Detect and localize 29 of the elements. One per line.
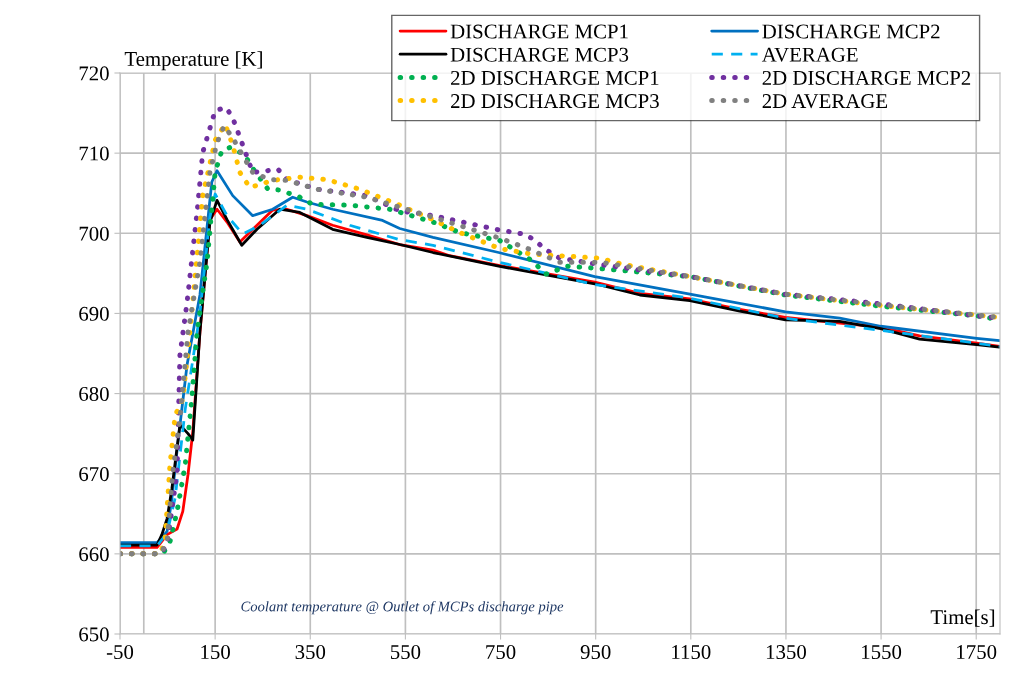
y-tick-label: 710 bbox=[79, 146, 109, 161]
y-tick-label: 680 bbox=[79, 386, 109, 401]
x-tick-label: 1550 bbox=[862, 645, 902, 660]
x-tick-label: 1750 bbox=[957, 645, 997, 660]
y-axis-title: Temperature [K] bbox=[124, 51, 262, 71]
x-tick-label: 550 bbox=[390, 645, 421, 660]
x-tick-label: 350 bbox=[295, 645, 326, 660]
y-tick-label: 720 bbox=[79, 66, 109, 81]
y-tick-label: 670 bbox=[79, 467, 109, 482]
x-tick-label: 1150 bbox=[672, 645, 711, 660]
legend-label: 2D AVERAGE bbox=[762, 94, 888, 109]
legend-label: DISCHARGE MCP2 bbox=[762, 24, 940, 39]
y-tick-label: 690 bbox=[79, 306, 109, 321]
x-tick-label: -50 bbox=[106, 645, 134, 660]
y-tick-label: 650 bbox=[79, 627, 109, 642]
legend-label: 2D DISCHARGE MCP1 bbox=[451, 70, 659, 85]
legend-label: AVERAGE bbox=[761, 47, 858, 62]
legend-label: 2D DISCHARGE MCP3 bbox=[451, 94, 659, 109]
x-tick-label: 750 bbox=[486, 645, 516, 660]
y-tick-label: 660 bbox=[79, 547, 109, 562]
y-tick-label: 700 bbox=[79, 226, 109, 241]
legend-label: DISCHARGE MCP1 bbox=[450, 24, 628, 39]
x-tick-label: 150 bbox=[201, 645, 230, 660]
legend-label: 2D DISCHARGE MCP2 bbox=[762, 70, 971, 85]
x-tick-label: 1350 bbox=[766, 645, 806, 660]
x-axis-title: Time[s] bbox=[930, 609, 995, 627]
x-tick-label: 950 bbox=[580, 645, 611, 660]
annotation: Coolant temperature @ Outlet of MCPs discharge pipe bbox=[241, 600, 564, 615]
legend-label: DISCHARGE MCP3 bbox=[450, 47, 629, 62]
